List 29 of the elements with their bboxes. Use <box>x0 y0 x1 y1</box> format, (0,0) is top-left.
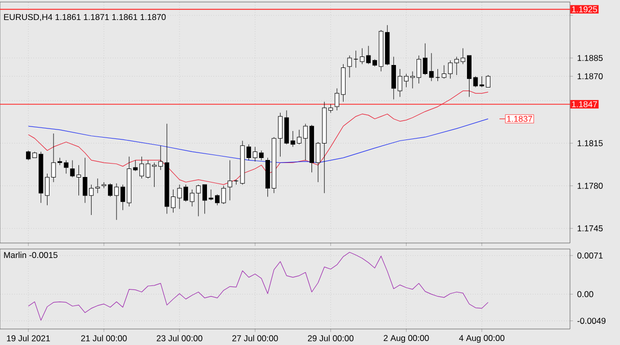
y-tick-label: -0.0049 <box>577 318 606 324</box>
x-tick-label: 29 Jul 00:00 <box>308 335 354 342</box>
candlestick <box>228 160 232 201</box>
chart-title: Marlin -0.0015 <box>4 252 58 258</box>
y-tick-label: 1.1815 <box>578 140 603 146</box>
text: 1.1837 <box>507 116 532 122</box>
line-series <box>28 118 488 163</box>
line-series <box>28 252 488 321</box>
x-tick-label: 21 Jul 00:00 <box>81 335 127 342</box>
x-tick-label: 4 Aug 00:00 <box>459 335 504 343</box>
x-tick-label: 19 Jul 2021 <box>7 335 50 342</box>
candlestick <box>486 74 490 88</box>
ref-line-label: 1.1847 <box>572 101 597 108</box>
candlestick <box>26 150 31 160</box>
y-tick-label: 1.1780 <box>578 182 603 189</box>
y-tick-label: 1.1745 <box>578 225 603 232</box>
text: EURUSD,H4 1.1861 1.1871 1.1861 1.1870 <box>4 14 166 22</box>
candlestick <box>347 55 352 78</box>
ref-line-label: 1.1925 <box>572 6 598 12</box>
y-tick-label: 1.1885 <box>578 54 603 61</box>
candlestick <box>221 186 226 204</box>
candlestick <box>64 160 68 174</box>
x-tick-label: 23 Jul 00:00 <box>156 335 202 342</box>
y-tick-label: 0.00 <box>577 291 594 298</box>
x-tick-label: 2 Aug 00:00 <box>384 335 429 343</box>
y-tick-label: 0.0071 <box>577 252 603 259</box>
candlestick <box>95 178 100 194</box>
y-tick-label: 1.1870 <box>578 73 603 80</box>
x-tick-label: 27 Jul 00:00 <box>232 335 278 342</box>
